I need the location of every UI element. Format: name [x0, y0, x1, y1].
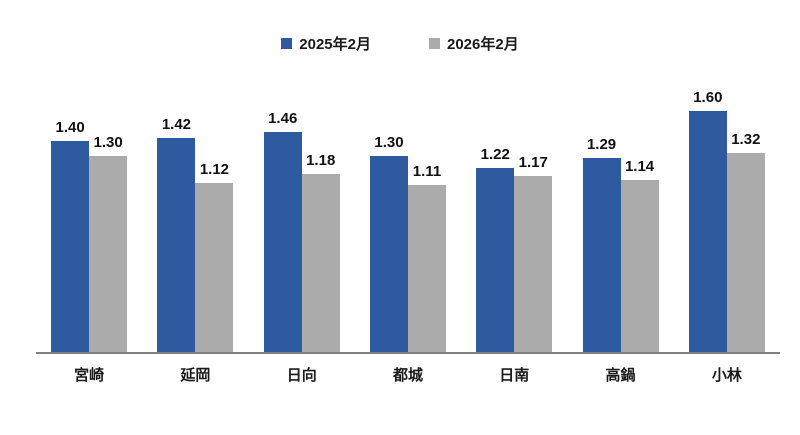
value-label: 1.11: [412, 163, 442, 180]
bar-column: 1.14: [620, 158, 659, 352]
value-label: 1.29: [586, 136, 617, 153]
bar: [157, 138, 196, 352]
legend-label-series-1: 2025年2月: [299, 36, 371, 53]
category-label: 小林: [711, 367, 742, 384]
value-label: 1.60: [693, 89, 723, 106]
bar-column: 1.46: [263, 110, 302, 352]
bar: [726, 153, 765, 352]
bar-groups: 1.40 1.30 1.42 1.12 1.46 1.18 1.30 1.11 1.22 1.17…: [36, 60, 780, 352]
bar-column: 1.22: [476, 146, 515, 352]
bar: [514, 176, 553, 352]
bar-column: 1.32: [726, 131, 765, 352]
bar: [89, 156, 128, 352]
value-label: 1.17: [518, 154, 548, 171]
bar-column: 1.60: [688, 89, 727, 352]
bar-column: 1.17: [514, 154, 553, 352]
category-label: 延岡: [180, 367, 211, 384]
bar: [51, 141, 90, 352]
legend-item-series-1: 2025年2月: [281, 33, 371, 54]
category-label: 日向: [286, 367, 317, 384]
value-label: 1.14: [624, 158, 655, 175]
bar: [301, 174, 340, 352]
value-label: 1.42: [161, 116, 192, 133]
value-label: 1.18: [306, 152, 336, 169]
bar-group: 1.40 1.30: [36, 119, 142, 352]
value-label: 1.30: [93, 134, 123, 151]
category-axis: 宮崎 延岡 日向 都城 日南 高鍋 小林: [36, 354, 780, 385]
value-label: 1.30: [374, 134, 404, 151]
plot-area: 1.40 1.30 1.42 1.12 1.46 1.18 1.30 1.11 1.22 1.17…: [36, 60, 780, 354]
bar-column: 1.40: [51, 119, 90, 352]
bar: [620, 180, 659, 352]
bar-group: 1.30 1.11: [355, 134, 461, 352]
bar-group: 1.60 1.32: [674, 89, 780, 352]
bar-column: 1.30: [369, 134, 408, 352]
category-label: 高鍋: [605, 367, 636, 384]
value-label: 1.22: [480, 146, 510, 163]
legend-swatch-series-2-icon: [429, 38, 440, 49]
bar-column: 1.18: [301, 152, 340, 352]
bar-column: 1.12: [195, 161, 234, 352]
bar: [369, 156, 408, 352]
bar-group: 1.29 1.14: [567, 136, 673, 352]
bar: [407, 185, 446, 352]
bar: [476, 168, 515, 352]
bar-column: 1.29: [582, 136, 621, 352]
bar: [263, 132, 302, 352]
bar-column: 1.42: [157, 116, 196, 352]
bar-column: 1.11: [407, 163, 446, 352]
bar-group: 1.46 1.18: [249, 110, 355, 352]
category-label: 宮崎: [74, 367, 105, 384]
bar: [582, 158, 621, 352]
category-label: 都城: [392, 367, 423, 384]
bar-column: 1.30: [89, 134, 128, 352]
value-label: 1.40: [55, 119, 85, 136]
legend-swatch-series-1-icon: [281, 38, 293, 49]
bar: [195, 183, 234, 352]
value-label: 1.32: [731, 131, 761, 148]
value-label: 1.46: [268, 110, 298, 127]
bar-group: 1.42 1.12: [142, 116, 248, 352]
bar-group: 1.22 1.17: [461, 146, 567, 352]
value-label: 1.12: [199, 161, 230, 178]
legend-label-series-2: 2026年2月: [447, 36, 519, 53]
bar: [688, 111, 727, 352]
legend-item-series-2: 2026年2月: [429, 33, 519, 54]
category-label: 日南: [499, 367, 530, 384]
legend: 2025年2月 2026年2月: [0, 33, 800, 54]
